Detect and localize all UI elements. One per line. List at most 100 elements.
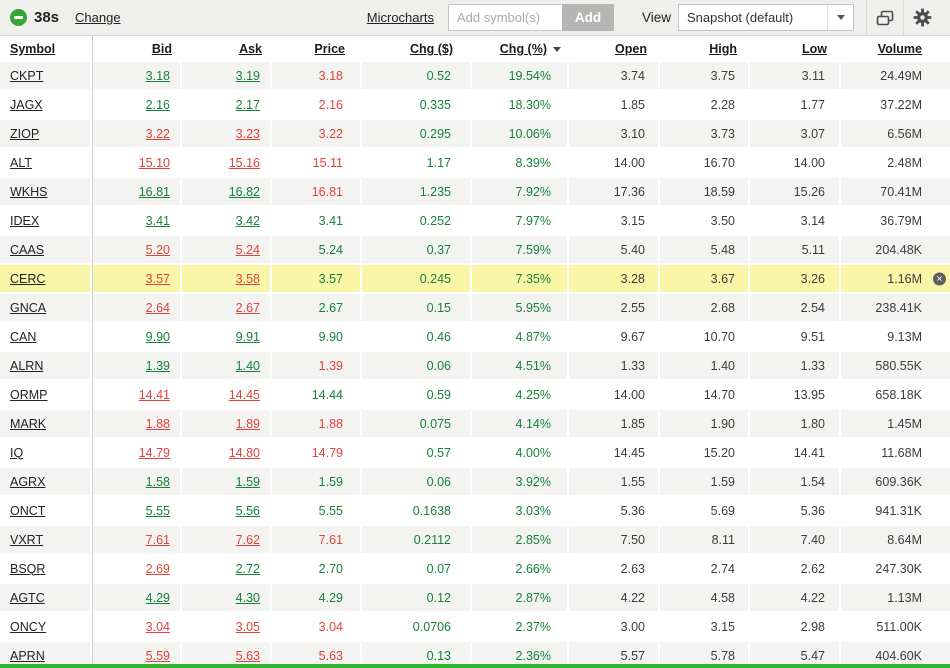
table-row[interactable]: APRN 5.59 5.63 5.63 0.13 2.36% 5.57 5.78 5.47 404… bbox=[0, 642, 950, 668]
table-row[interactable]: IDEX 3.41 3.42 3.41 0.252 7.97% 3.15 3.50 3.14 36… bbox=[0, 207, 950, 236]
column-header-symbol[interactable]: Symbol bbox=[0, 36, 92, 62]
symbol-link[interactable]: ALRN bbox=[10, 358, 44, 373]
ask-link[interactable]: 15.16 bbox=[228, 155, 260, 170]
table-row[interactable]: IQ 14.79 14.80 14.79 0.57 4.00% 14.45 15.20 14.4… bbox=[0, 439, 950, 468]
symbol-link[interactable]: GNCA bbox=[10, 300, 47, 315]
symbol-link[interactable]: CKPT bbox=[10, 68, 44, 83]
column-header-open[interactable]: Open bbox=[569, 36, 660, 62]
symbol-link[interactable]: WKHS bbox=[10, 184, 48, 199]
column-header-low[interactable]: Low bbox=[750, 36, 841, 62]
symbol-link[interactable]: ONCT bbox=[10, 503, 46, 518]
column-header-chg-percent[interactable]: Chg (%) bbox=[472, 36, 569, 62]
table-row[interactable]: CKPT 3.18 3.19 3.18 0.52 19.54% 3.74 3.75 3.11 24… bbox=[0, 62, 950, 91]
bid-link[interactable]: 1.39 bbox=[145, 358, 170, 373]
bid-link[interactable]: 1.88 bbox=[145, 416, 170, 431]
ask-link[interactable]: 3.58 bbox=[235, 271, 260, 286]
ask-link[interactable]: 5.24 bbox=[235, 242, 260, 257]
table-row[interactable]: JAGX 2.16 2.17 2.16 0.335 18.30% 1.85 2.28 1.77 3… bbox=[0, 91, 950, 120]
symbol-link[interactable]: CAN bbox=[10, 329, 37, 344]
add-symbol-input[interactable] bbox=[447, 4, 562, 31]
bid-link[interactable]: 2.64 bbox=[145, 300, 170, 315]
bid-link[interactable]: 3.18 bbox=[145, 68, 170, 83]
add-button[interactable]: Add bbox=[561, 4, 614, 31]
symbol-link[interactable]: IQ bbox=[10, 445, 24, 460]
bid-link[interactable]: 2.16 bbox=[145, 97, 170, 112]
table-row[interactable]: AGTC 4.29 4.30 4.29 0.12 2.87% 4.22 4.58 4.22 1.1… bbox=[0, 584, 950, 613]
symbol-link[interactable]: ALT bbox=[10, 155, 32, 170]
ask-link[interactable]: 16.82 bbox=[228, 184, 260, 199]
symbol-link[interactable]: ORMP bbox=[10, 387, 48, 402]
bid-link[interactable]: 5.59 bbox=[145, 648, 170, 663]
bid-link[interactable]: 7.61 bbox=[145, 532, 170, 547]
table-row[interactable]: ONCT 5.55 5.56 5.55 0.1638 3.03% 5.36 5.69 5.36 9… bbox=[0, 497, 950, 526]
bid-link[interactable]: 14.79 bbox=[138, 445, 170, 460]
bid-link[interactable]: 5.55 bbox=[145, 503, 170, 518]
column-header-volume[interactable]: Volume bbox=[841, 36, 950, 62]
symbol-link[interactable]: ZIOP bbox=[10, 126, 40, 141]
ask-link[interactable]: 2.67 bbox=[235, 300, 260, 315]
symbol-link[interactable]: MARK bbox=[10, 416, 47, 431]
table-row[interactable]: CAN 9.90 9.91 9.90 0.46 4.87% 9.67 10.70 9.51 9.1… bbox=[0, 323, 950, 352]
column-header-price[interactable]: Price bbox=[272, 36, 362, 62]
symbol-link[interactable]: JAGX bbox=[10, 97, 43, 112]
table-row[interactable]: AGRX 1.58 1.59 1.59 0.06 3.92% 1.55 1.59 1.54 609… bbox=[0, 468, 950, 497]
ask-link[interactable]: 7.62 bbox=[235, 532, 260, 547]
popout-icon[interactable] bbox=[867, 0, 903, 36]
ask-link[interactable]: 3.05 bbox=[235, 619, 260, 634]
view-dropdown[interactable]: Snapshot (default) bbox=[678, 4, 854, 31]
bid-link[interactable]: 16.81 bbox=[138, 184, 170, 199]
table-row[interactable]: ORMP 14.41 14.45 14.44 0.59 4.25% 14.00 14.70 13… bbox=[0, 381, 950, 410]
symbol-link[interactable]: VXRT bbox=[10, 532, 44, 547]
change-link[interactable]: Change bbox=[75, 10, 121, 25]
bid-link[interactable]: 3.57 bbox=[145, 271, 170, 286]
ask-link[interactable]: 2.72 bbox=[235, 561, 260, 576]
column-header-chg-dollar[interactable]: Chg ($) bbox=[362, 36, 472, 62]
bid-link[interactable]: 3.22 bbox=[145, 126, 170, 141]
ask-link[interactable]: 1.40 bbox=[235, 358, 260, 373]
table-row[interactable]: CERC 3.57 3.58 3.57 0.245 7.35% 3.28 3.67 3.26 1.… bbox=[0, 265, 950, 294]
table-row[interactable]: MARK 1.88 1.89 1.88 0.075 4.14% 1.85 1.90 1.80 1.… bbox=[0, 410, 950, 439]
symbol-link[interactable]: CERC bbox=[10, 271, 46, 286]
bid-link[interactable]: 3.41 bbox=[145, 213, 170, 228]
gear-icon[interactable] bbox=[904, 0, 940, 36]
column-header-bid[interactable]: Bid bbox=[92, 36, 182, 62]
table-row[interactable]: VXRT 7.61 7.62 7.61 0.2112 2.85% 7.50 8.11 7.40 8… bbox=[0, 526, 950, 555]
table-row[interactable]: ONCY 3.04 3.05 3.04 0.0706 2.37% 3.00 3.15 2.98 5… bbox=[0, 613, 950, 642]
ask-link[interactable]: 3.19 bbox=[235, 68, 260, 83]
column-header-high[interactable]: High bbox=[660, 36, 750, 62]
table-row[interactable]: ALT 15.10 15.16 15.11 1.17 8.39% 14.00 16.70 14.… bbox=[0, 149, 950, 178]
bid-link[interactable]: 4.29 bbox=[145, 590, 170, 605]
bid-link[interactable]: 9.90 bbox=[145, 329, 170, 344]
ask-link[interactable]: 9.91 bbox=[235, 329, 260, 344]
symbol-link[interactable]: AGRX bbox=[10, 474, 46, 489]
remove-symbol-icon[interactable]: ✕ bbox=[933, 272, 946, 285]
column-header-ask[interactable]: Ask bbox=[182, 36, 272, 62]
table-row[interactable]: ZIOP 3.22 3.23 3.22 0.295 10.06% 3.10 3.73 3.07 6… bbox=[0, 120, 950, 149]
ask-link[interactable]: 4.30 bbox=[235, 590, 260, 605]
table-row[interactable]: ALRN 1.39 1.40 1.39 0.06 4.51% 1.33 1.40 1.33 580… bbox=[0, 352, 950, 381]
ask-link[interactable]: 3.23 bbox=[235, 126, 260, 141]
bid-link[interactable]: 15.10 bbox=[138, 155, 170, 170]
bid-link[interactable]: 14.41 bbox=[138, 387, 170, 402]
bid-link[interactable]: 3.04 bbox=[145, 619, 170, 634]
microcharts-link[interactable]: Microcharts bbox=[366, 10, 434, 25]
symbol-link[interactable]: AGTC bbox=[10, 590, 45, 605]
ask-link[interactable]: 14.80 bbox=[228, 445, 260, 460]
ask-link[interactable]: 2.17 bbox=[235, 97, 260, 112]
table-row[interactable]: WKHS 16.81 16.82 16.81 1.235 7.92% 17.36 18.59 1… bbox=[0, 178, 950, 207]
symbol-link[interactable]: BSQR bbox=[10, 561, 46, 576]
ask-link[interactable]: 5.56 bbox=[235, 503, 260, 518]
ask-link[interactable]: 1.89 bbox=[235, 416, 260, 431]
ask-link[interactable]: 14.45 bbox=[228, 387, 260, 402]
bid-link[interactable]: 1.58 bbox=[145, 474, 170, 489]
symbol-link[interactable]: APRN bbox=[10, 648, 45, 663]
ask-link[interactable]: 3.42 bbox=[235, 213, 260, 228]
minus-icon[interactable] bbox=[10, 9, 27, 26]
bid-link[interactable]: 5.20 bbox=[145, 242, 170, 257]
table-row[interactable]: BSQR 2.69 2.72 2.70 0.07 2.66% 2.63 2.74 2.62 247… bbox=[0, 555, 950, 584]
table-row[interactable]: GNCA 2.64 2.67 2.67 0.15 5.95% 2.55 2.68 2.54 238… bbox=[0, 294, 950, 323]
symbol-link[interactable]: ONCY bbox=[10, 619, 47, 634]
ask-link[interactable]: 1.59 bbox=[235, 474, 260, 489]
symbol-link[interactable]: IDEX bbox=[10, 213, 40, 228]
ask-link[interactable]: 5.63 bbox=[235, 648, 260, 663]
